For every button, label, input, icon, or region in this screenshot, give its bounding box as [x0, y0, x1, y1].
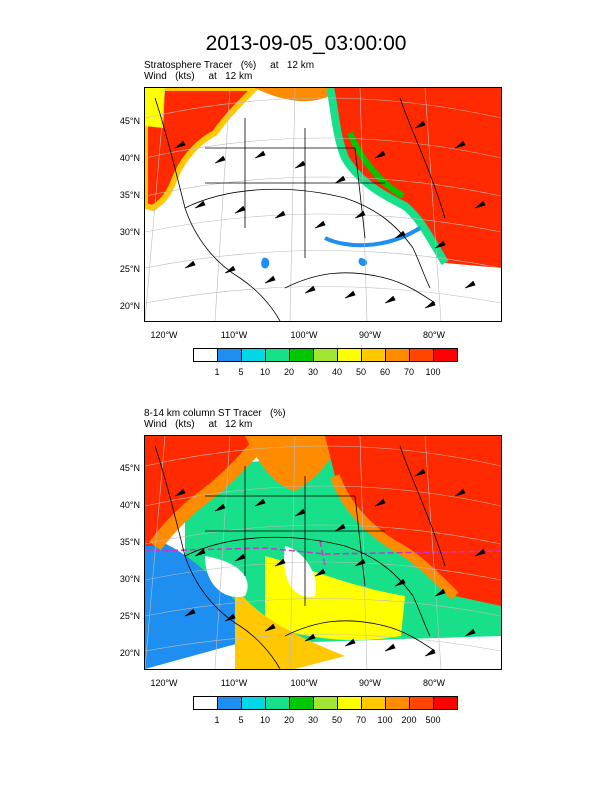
panel-2-colorbar-label: 70 [355, 715, 366, 725]
panel-1-colorbar-label: 60 [379, 367, 390, 377]
panel-1-colorbar-label: 40 [331, 367, 342, 377]
panel-2-colorbar-label: 5 [238, 715, 244, 725]
panel-1-lat-label-25: 25°N [119, 264, 140, 274]
panel-2-lat-label-20: 20°N [119, 648, 140, 658]
panel-2-lat-label-45: 45°N [119, 463, 140, 473]
tracer-patch-3 [145, 88, 165, 128]
colorbar-swatch [242, 349, 266, 361]
panel-1-lon-label-120: 120°W [150, 330, 178, 340]
panel-2-lon-label-110: 110°W [220, 678, 248, 688]
tracer-patch-1 [261, 257, 270, 269]
tracer-region-north [245, 436, 345, 491]
colorbar-swatch [386, 697, 410, 709]
panel-1-title-line1: Stratosphere Tracer (%) at 12 km [144, 60, 315, 71]
panel-2-lon-label-100: 100°W [290, 678, 318, 688]
panel-1-lat-label-40: 40°N [119, 153, 140, 163]
colorbar-swatch [290, 697, 314, 709]
colorbar-swatch [194, 349, 218, 361]
colorbar-swatch [434, 697, 457, 709]
panel-2-colorbar-label: 20 [283, 715, 294, 725]
colorbar-swatch [314, 697, 338, 709]
panel-2-colorbar-label: 30 [307, 715, 318, 725]
tracer-region-east-edge [326, 88, 449, 266]
panel-1-colorbar-label: 70 [403, 367, 414, 377]
colorbar-swatch [410, 349, 434, 361]
panel-1-colorbar [193, 348, 458, 362]
colorbar-swatch [290, 349, 314, 361]
colorbar-swatch [266, 349, 290, 361]
panel-2-map [144, 435, 502, 670]
panel-2-graticule [145, 436, 501, 669]
panel-1-colorbar-label: 1 [214, 367, 220, 377]
panel-2-lon-label-120: 120°W [150, 678, 178, 688]
panel-1-lat-label-30: 30°N [119, 227, 140, 237]
panel-1-colorbar-label: 30 [307, 367, 318, 377]
colorbar-swatch [362, 349, 386, 361]
colorbar-swatch [410, 697, 434, 709]
panel-1-colorbar-label: 50 [355, 367, 366, 377]
panel-2-colorbar [193, 696, 458, 710]
colorbar-swatch [434, 349, 457, 361]
tracer-region-east [325, 436, 501, 606]
panel-2-lon-label-90: 90°W [358, 678, 382, 688]
panel-1-title-line2: Wind (kts) at 12 km [144, 71, 253, 82]
panel-2-coastlines [154, 445, 446, 669]
panel-1-lon-label-110: 110°W [220, 330, 248, 340]
panel-1-colorbar-label: 10 [259, 367, 270, 377]
panel-2-colorbar-label: 500 [425, 715, 441, 725]
colorbar-swatch [218, 349, 242, 361]
panel-2-title-line2: Wind (kts) at 12 km [144, 419, 253, 430]
panel-1-colorbar-label: 100 [425, 367, 441, 377]
tracer-region-west-edge [145, 88, 260, 212]
panel-2-lon-label-80: 80°W [422, 678, 446, 688]
panel-2-lat-label-30: 30°N [119, 574, 140, 584]
panel-2-colorbar-label: 200 [401, 715, 417, 725]
panel-2-lat-label-40: 40°N [119, 500, 140, 510]
tracer-region-orange [235, 586, 345, 669]
colorbar-swatch [266, 697, 290, 709]
panel-2-colorbar-label: 100 [377, 715, 393, 725]
panel-1-coastlines [154, 97, 446, 321]
colorbar-swatch [194, 697, 218, 709]
panel-1-graticule [145, 88, 501, 321]
panel-2-colorbar-label: 50 [331, 715, 342, 725]
colorbar-swatch [218, 697, 242, 709]
tracer-gap-white-2 [205, 556, 248, 597]
panel-1-lon-label-80: 80°W [422, 330, 446, 340]
panel-2-lat-label-35: 35°N [119, 537, 140, 547]
panel-1-map [144, 87, 502, 322]
tracer-region-east-edge [330, 474, 459, 600]
panel-1-lat-label-35: 35°N [119, 190, 140, 200]
colorbar-swatch [338, 349, 362, 361]
panel-2-colorbar-label: 10 [259, 715, 270, 725]
panel-2-lat-label-25: 25°N [119, 611, 140, 621]
panel-1-lon-label-90: 90°W [358, 330, 382, 340]
colorbar-swatch [386, 349, 410, 361]
colorbar-swatch [338, 697, 362, 709]
tracer-band-green [347, 131, 405, 199]
tracer-band-south [324, 226, 422, 248]
page-title: 2013-09-05_03:00:00 [205, 32, 407, 55]
panel-1-colorbar-label: 5 [238, 367, 244, 377]
tracer-patch-2 [358, 258, 368, 266]
panel-2-map-canvas [145, 436, 501, 669]
colorbar-swatch [362, 697, 386, 709]
tracer-region-east [330, 88, 501, 268]
panel-1-lat-label-20: 20°N [119, 301, 140, 311]
panel-1-wind-barbs [174, 120, 486, 309]
panel-1-lat-label-45: 45°N [119, 116, 140, 126]
panel-1-map-canvas [145, 88, 501, 321]
panel-2-wind-barbs [174, 468, 486, 657]
panel-2-colorbar-label: 1 [214, 715, 220, 725]
colorbar-swatch [314, 349, 338, 361]
panel-1-lon-label-100: 100°W [290, 330, 318, 340]
colorbar-swatch [242, 697, 266, 709]
panel-2-title-line1: 8-14 km column ST Tracer (%) [144, 408, 286, 419]
panel-1-colorbar-label: 20 [283, 367, 294, 377]
